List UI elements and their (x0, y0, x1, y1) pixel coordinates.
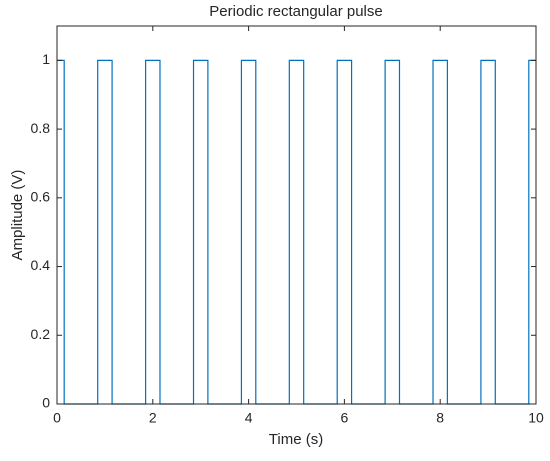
x-tick-label: 2 (149, 410, 157, 426)
chart-title: Periodic rectangular pulse (209, 3, 382, 20)
x-tick-label: 8 (436, 410, 444, 426)
y-tick-label: 0.6 (31, 189, 51, 205)
y-axis-label: Amplitude (V) (9, 170, 26, 261)
x-tick-label: 0 (53, 410, 61, 426)
y-tick-label: 0.4 (31, 257, 51, 273)
x-tick-label: 6 (341, 410, 349, 426)
y-tick-label: 0.8 (31, 120, 51, 136)
x-axis-label: Time (s) (269, 431, 323, 448)
y-tick-label: 1 (42, 51, 50, 67)
x-tick-label: 10 (528, 410, 544, 426)
y-tick-label: 0.2 (31, 326, 51, 342)
y-tick-label: 0 (42, 395, 50, 411)
plot-frame (56, 25, 537, 405)
x-tick-label: 4 (245, 410, 253, 426)
